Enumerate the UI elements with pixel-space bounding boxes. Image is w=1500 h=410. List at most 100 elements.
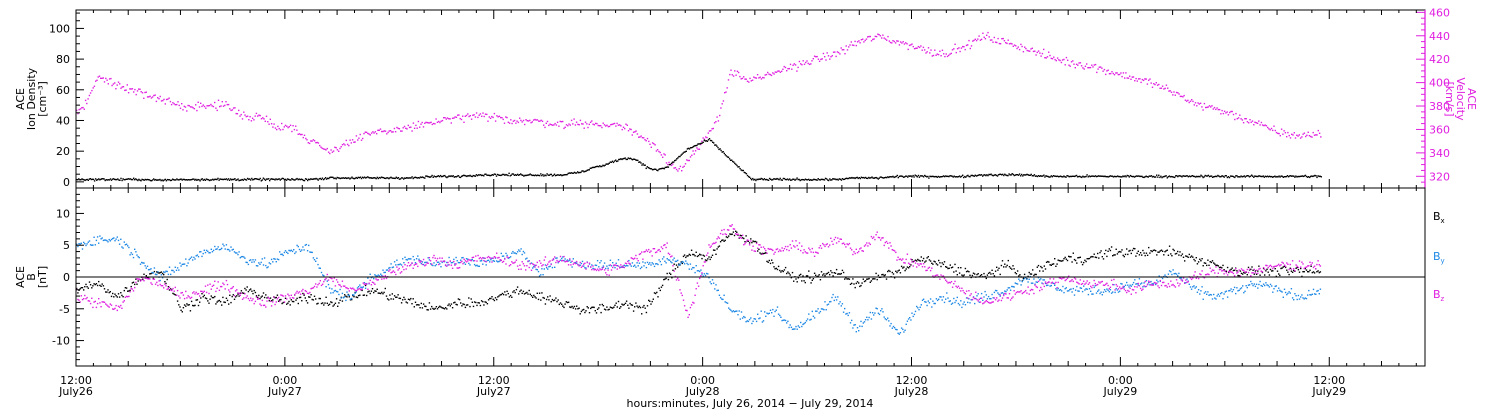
density-point — [700, 142, 702, 145]
density-point — [343, 177, 346, 179]
bz-point — [562, 259, 564, 262]
bz-point — [92, 306, 94, 309]
density-point — [393, 177, 395, 179]
by-point — [870, 318, 873, 320]
density-point — [285, 179, 288, 181]
velocity-point — [884, 38, 887, 40]
bz-point — [733, 228, 736, 230]
bx-point — [405, 301, 407, 303]
bx-point — [1076, 262, 1078, 264]
density-point — [535, 174, 538, 177]
velocity-point — [888, 40, 890, 42]
bx-point — [754, 240, 757, 243]
by-point — [370, 276, 373, 279]
by-point — [951, 302, 954, 304]
velocity-point — [413, 127, 416, 129]
velocity-point — [410, 126, 412, 128]
velocity-point — [107, 83, 109, 85]
density-point — [906, 175, 908, 177]
by-point — [332, 292, 334, 294]
density-point — [632, 158, 635, 160]
velocity-point — [421, 121, 423, 124]
velocity-point — [159, 95, 161, 98]
velocity-point — [1253, 124, 1255, 126]
velocity-point — [249, 116, 251, 118]
by-point — [1170, 271, 1172, 273]
bz-point — [371, 281, 374, 283]
bz-point — [689, 306, 692, 309]
density-point — [378, 176, 381, 179]
by-point — [402, 258, 404, 260]
bx-point — [1149, 252, 1151, 254]
density-point — [515, 174, 518, 176]
bx-point — [656, 291, 658, 294]
by-point — [499, 260, 501, 262]
density-point — [263, 178, 266, 180]
velocity-point — [394, 131, 397, 133]
bz-point — [265, 306, 267, 308]
velocity-point — [1287, 131, 1289, 134]
bx-point — [1143, 252, 1145, 254]
by-point — [1200, 290, 1202, 292]
bz-point — [98, 298, 100, 300]
bx-point — [335, 298, 338, 300]
velocity-point — [999, 43, 1002, 45]
velocity-point — [216, 109, 218, 112]
by-point — [861, 325, 863, 328]
velocity-point — [1142, 79, 1145, 82]
velocity-point — [227, 103, 230, 106]
bx-point — [641, 313, 643, 315]
bz-point — [760, 246, 762, 248]
by-point — [1023, 277, 1026, 280]
bz-point — [470, 260, 472, 262]
bx-point — [895, 270, 897, 272]
velocity-point — [936, 53, 938, 55]
velocity-point — [1186, 100, 1188, 102]
density-point — [1100, 175, 1102, 177]
bx-point — [228, 303, 230, 305]
density-point — [633, 158, 636, 160]
velocity-point — [92, 87, 94, 89]
by-point — [1211, 298, 1214, 300]
density-point — [1146, 176, 1148, 178]
bx-point — [463, 303, 465, 306]
velocity-point — [469, 115, 471, 117]
density-point — [1315, 175, 1317, 177]
velocity-point — [345, 139, 347, 142]
bz-point — [185, 290, 187, 293]
bx-point — [759, 252, 761, 254]
by-point — [793, 328, 795, 330]
bx-point — [1095, 256, 1098, 259]
density-point — [802, 179, 805, 181]
density-point — [951, 175, 953, 177]
bx-point — [681, 262, 683, 265]
bz-point — [299, 293, 302, 295]
by-point — [456, 260, 458, 262]
density-point — [740, 169, 742, 171]
bx-point — [938, 259, 940, 262]
by-point — [1019, 280, 1021, 282]
by-point — [274, 258, 276, 260]
bx-point — [312, 299, 315, 301]
velocity-point — [141, 92, 144, 94]
velocity-point — [912, 45, 914, 48]
density-point — [623, 157, 625, 160]
by-point — [1005, 290, 1007, 293]
by-point — [1196, 291, 1199, 293]
bx-point — [301, 300, 303, 302]
by-point — [1130, 285, 1132, 287]
density-point — [487, 174, 489, 176]
bx-point — [1018, 275, 1020, 277]
density-point — [1161, 176, 1163, 179]
bx-point — [1202, 265, 1204, 267]
bx-point — [467, 304, 469, 306]
velocity-point — [220, 105, 222, 107]
density-point — [1032, 175, 1034, 177]
density-point — [1182, 175, 1184, 177]
velocity-point — [114, 82, 116, 84]
bz-point — [700, 275, 702, 277]
by-point — [1313, 293, 1316, 295]
velocity-point — [815, 56, 817, 58]
density-point — [1128, 176, 1130, 178]
velocity-point — [717, 120, 720, 122]
